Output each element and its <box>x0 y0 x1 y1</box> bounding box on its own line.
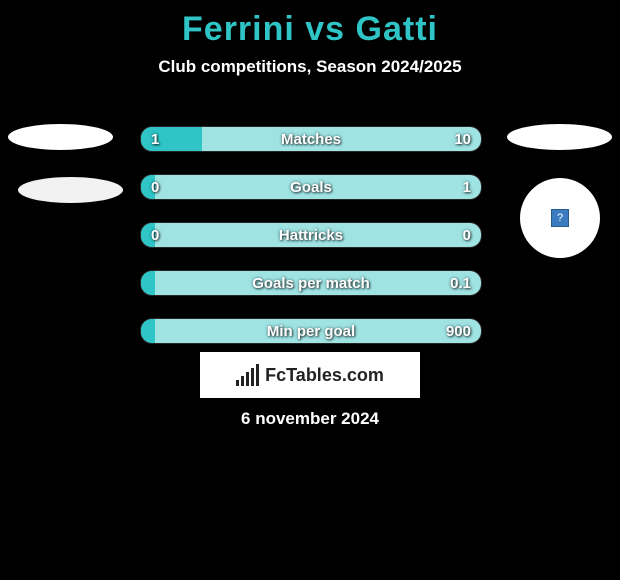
brand-text: FcTables.com <box>265 365 384 386</box>
bar-label: 0 Hattricks 0 <box>141 223 481 247</box>
bar-chart-icon <box>236 364 259 386</box>
stat-row: 1 Matches 10 <box>140 126 482 152</box>
stat-name: Hattricks <box>141 227 481 244</box>
date-text: 6 november 2024 <box>0 409 620 429</box>
bar-label: Min per goal 900 <box>141 319 481 343</box>
subtitle: Club competitions, Season 2024/2025 <box>0 57 620 77</box>
bar-label: 0 Goals 1 <box>141 175 481 199</box>
comparison-infographic: Ferrini vs Gatti Club competitions, Seas… <box>0 0 620 580</box>
stat-row: 0 Hattricks 0 <box>140 222 482 248</box>
player-right-avatar-placeholder-1 <box>507 124 612 150</box>
stat-right-value: 1 <box>463 179 471 196</box>
player-right-badge: ? <box>520 178 600 258</box>
stat-right-value: 0 <box>463 227 471 244</box>
stat-left-value: 0 <box>151 227 159 244</box>
bar-label: Goals per match 0.1 <box>141 271 481 295</box>
player-left-avatar-placeholder-1 <box>8 124 113 150</box>
stat-left-value: 1 <box>151 131 159 148</box>
stat-name: Matches <box>141 131 481 148</box>
stats-bars: 1 Matches 10 0 Goals 1 0 Hattricks 0 <box>140 126 480 366</box>
broken-image-icon: ? <box>551 209 569 227</box>
bar-label: 1 Matches 10 <box>141 127 481 151</box>
page-title: Ferrini vs Gatti <box>0 0 620 49</box>
stat-left-value: 0 <box>151 179 159 196</box>
stat-row: 0 Goals 1 <box>140 174 482 200</box>
stat-name: Goals <box>141 179 481 196</box>
stat-name: Min per goal <box>141 323 481 340</box>
stat-right-value: 0.1 <box>450 275 471 292</box>
stat-row: Goals per match 0.1 <box>140 270 482 296</box>
stat-right-value: 900 <box>446 323 471 340</box>
brand-badge: FcTables.com <box>200 352 420 398</box>
stat-row: Min per goal 900 <box>140 318 482 344</box>
stat-right-value: 10 <box>454 131 471 148</box>
player-left-avatar-placeholder-2 <box>18 177 123 203</box>
stat-name: Goals per match <box>141 275 481 292</box>
